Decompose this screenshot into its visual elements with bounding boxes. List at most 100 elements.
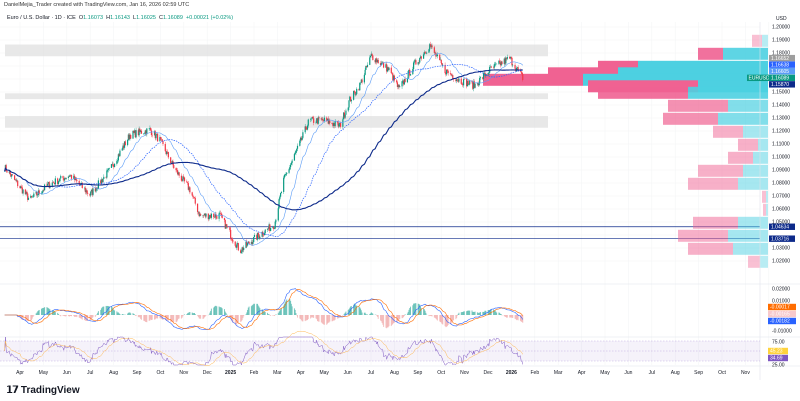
candle-body (414, 60, 416, 62)
candle-body (499, 60, 501, 63)
macd-histogram-bar (21, 315, 23, 320)
macd-histogram-bar (150, 315, 152, 320)
macd-histogram-bar (156, 315, 158, 319)
candle-body (291, 160, 293, 163)
macd-histogram-bar (268, 314, 270, 315)
candle-body (506, 57, 508, 59)
candle-body (208, 217, 210, 220)
candle-body (108, 167, 110, 169)
candle-body (210, 215, 212, 218)
macd-histogram-bar (423, 309, 425, 315)
candle-body (426, 52, 428, 54)
macd-histogram-bar (26, 315, 28, 321)
price-chart[interactable]: USD 1.20000 1.19000 1.18000 1.15000 1.14000 1.… (0, 0, 800, 380)
candle-body (285, 173, 287, 175)
macd-histogram-bar (340, 315, 342, 317)
macd-histogram-bar (267, 312, 269, 315)
candle-body (127, 134, 129, 140)
candle-body (36, 191, 38, 196)
macd-histogram-bar (140, 315, 142, 320)
candle-body (253, 236, 255, 243)
macd-histogram-bar (170, 315, 172, 322)
macd-histogram-bar (431, 315, 433, 317)
candle-body (25, 191, 27, 195)
macd-histogram-bar (159, 315, 161, 319)
candle-body (399, 86, 401, 88)
candle-body (275, 220, 277, 222)
candle-body (444, 64, 446, 73)
macd-histogram-bar (71, 315, 73, 317)
macd-histogram-bar (477, 313, 479, 315)
candle-body (482, 73, 485, 79)
candle-body (390, 67, 392, 74)
macd-histogram-bar (145, 315, 147, 322)
candle-body (186, 182, 189, 184)
macd-histogram-bar (345, 311, 347, 315)
macd-histogram-bar (355, 305, 357, 315)
time-axis-label: Aug (109, 370, 118, 376)
open-label: O (78, 15, 84, 21)
macd-histogram-bar (230, 315, 232, 321)
candle-body (283, 177, 285, 192)
macd-tag-value: -0.00165 (770, 312, 790, 318)
macd-histogram-bar (215, 305, 217, 315)
candle-body (511, 57, 513, 66)
macd-histogram-bar (449, 315, 451, 325)
macd-histogram-bar (496, 312, 498, 315)
macd-histogram-bar (455, 315, 457, 320)
macd-histogram-bar (327, 315, 329, 323)
candle-body (323, 117, 326, 122)
macd-histogram-bar (469, 310, 471, 315)
candle-body (269, 224, 271, 232)
candle-body (339, 122, 341, 125)
macd-histogram-bar (96, 314, 98, 315)
candle-body (521, 72, 523, 75)
macd-histogram-bar (429, 315, 431, 316)
macd-histogram-bar (149, 315, 151, 321)
macd-histogram-bar (204, 315, 206, 317)
price-tag-value: 1.04634 (771, 224, 789, 230)
macd-histogram-bar (510, 315, 512, 318)
time-axis-label: 2026 (506, 370, 517, 376)
time-axis-label: Nov (460, 370, 469, 376)
candle-body (302, 132, 304, 138)
macd-histogram-bar (398, 315, 400, 320)
macd-histogram-bar (240, 315, 242, 322)
candle-body (272, 227, 274, 228)
candle-body (21, 187, 23, 194)
macd-histogram-bar (356, 305, 358, 315)
time-axis-label: Nov (741, 370, 750, 376)
candle-body (203, 213, 206, 216)
time-axis-label: Sep (133, 370, 142, 376)
macd-histogram-bar (506, 315, 508, 318)
candle-body (123, 145, 125, 148)
macd-histogram-bar (21, 315, 23, 320)
macd-histogram-bar (157, 315, 159, 319)
macd-histogram-bar (315, 315, 317, 319)
volume-profile-bar-up (733, 242, 768, 255)
candle-body (296, 148, 298, 152)
macd-histogram-bar (516, 315, 518, 320)
macd-histogram-bar (188, 312, 190, 315)
candle-body (460, 78, 462, 84)
macd-histogram-bar (193, 313, 195, 315)
candle-body (65, 177, 67, 179)
candle-body (466, 80, 468, 87)
tradingview-logo[interactable]: 𝟭𝟳 TradingView (6, 385, 80, 396)
macd-histogram-bar (334, 315, 336, 320)
macd-histogram-bar (130, 313, 132, 315)
macd-histogram-bar (122, 314, 124, 315)
candle-body (392, 73, 394, 81)
candle-body (127, 139, 129, 146)
macd-histogram-bar (245, 314, 247, 315)
macd-histogram-bar (290, 300, 292, 315)
candle-body (458, 78, 460, 82)
macd-histogram-bar (412, 305, 414, 315)
volume-profile-bar-up (766, 190, 768, 203)
candle-body (381, 62, 383, 64)
candle-body (261, 232, 263, 237)
candle-body (180, 175, 183, 181)
symbol-tag-label: EURUSD (749, 75, 771, 81)
candle-body (124, 141, 126, 146)
rsi-line (4, 336, 523, 366)
